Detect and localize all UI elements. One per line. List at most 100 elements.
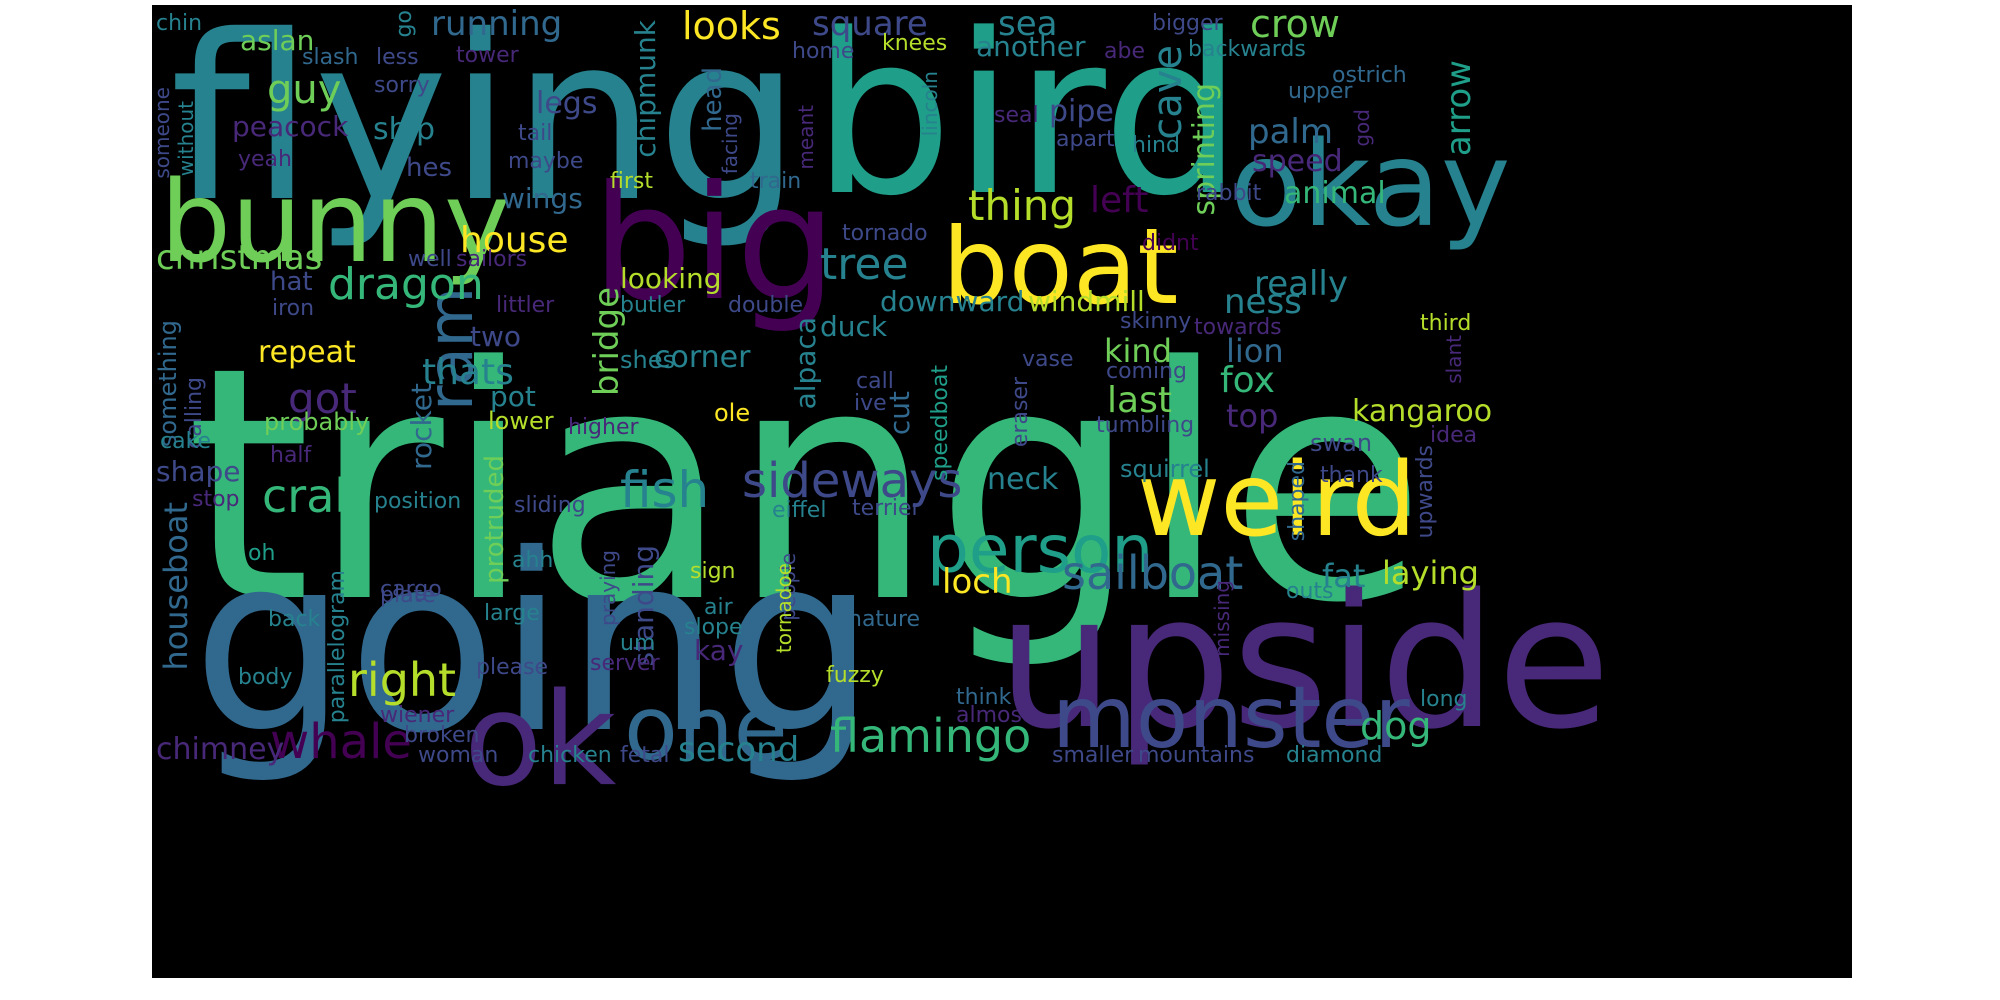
word-vase: vase [1022,347,1074,372]
word-kay: kay [694,634,744,667]
word-dragon: dragon [328,259,484,310]
word-um: um [620,631,656,656]
word-home: home [792,39,855,64]
word-repeat: repeat [258,335,356,370]
word-praying: praying [596,550,620,626]
word-smaller: smaller [1052,743,1134,768]
word-chicken: chicken [528,743,612,768]
word-bunny: bunny [160,158,511,288]
word-top: top [1226,397,1279,435]
word-sea: sea [998,5,1058,44]
word-position: position [374,489,462,514]
word-without: without [174,101,198,177]
word-terrier: terrier [852,496,921,521]
word-thats: thats [422,352,514,393]
word-cave: cave [1145,45,1191,140]
word-bird: bird [812,5,1243,245]
word-downward: downward [880,285,1025,318]
word-broken: broken [404,723,480,748]
word-fat: fat [1322,557,1366,595]
word-slope: slope [684,615,743,640]
word-monster: monster [1052,668,1410,768]
word-backwards: backwards [1188,37,1306,62]
word-slant: slant [1442,335,1466,384]
word-one: one [624,677,788,780]
word-ahh: ahh [512,548,554,573]
word-sorry: sorry [374,73,430,98]
word-almost: almost [956,703,1031,728]
word-tail: tail [518,121,553,146]
word-fuzzy: fuzzy [826,663,884,688]
word-chin: chin [156,11,203,36]
word-oh: oh [248,541,276,566]
word-left: left [1090,180,1149,221]
word-going: going [192,502,877,787]
word-flying: flying [170,5,802,252]
word-laying: laying [1382,554,1479,592]
word-butler: butler [620,293,686,318]
word-aslan: aslan [240,24,315,57]
word-another: another [976,30,1086,63]
word-shes: shes [620,346,675,374]
word-half: half [270,443,312,468]
word-upwards: upwards [1413,445,1438,539]
word-air: air [704,595,733,620]
word-person: person [927,511,1154,588]
word-crab: crab [262,469,364,523]
word-fetal: fetal [620,743,670,768]
word-dog: dog [1360,704,1432,748]
word-chipmunk: chipmunk [629,20,662,158]
word-tumbling: tumbling [1096,413,1195,438]
word-speed: speed [1252,144,1343,179]
word-sideways: sideways [742,453,963,509]
word-houseboat: houseboat [157,502,195,671]
word-got: got [288,374,357,423]
word-shaped: shaped [1285,461,1310,542]
word-well: well [408,247,452,272]
word-pot: pot [490,380,536,413]
word-fish: fish [620,461,710,519]
word-legs: legs [536,86,598,121]
word-upside: upside [997,554,1611,770]
word-train: train [750,169,802,194]
word-sailors: sailors [456,247,528,272]
word-plate: plate [380,583,436,608]
word-fox: fox [1220,360,1275,401]
word-kangaroo: kangaroo [1352,394,1493,429]
word-thank: thank [1320,463,1383,488]
word-looking: looking [620,262,722,295]
word-corner: corner [654,340,751,375]
word-bigger: bigger [1152,11,1223,36]
word-two: two [470,320,522,353]
word-upper: upper [1288,79,1353,104]
word-double: double [728,293,803,318]
word-god: god [1350,109,1374,147]
word-abe: abe [1104,39,1145,64]
word-last: last [1107,380,1172,421]
word-higher: higher [568,415,639,440]
word-house: house [460,220,569,261]
word-ole: ole [714,399,751,427]
word-arrow: arrow [1439,60,1479,157]
word-really: really [1254,264,1348,304]
word-crow: crow [1250,5,1341,46]
word-diamond: diamond [1286,743,1383,768]
word-palm: palm [1248,112,1333,152]
word-pipe: pipe [1049,94,1114,129]
word-wiener: wiener [380,703,455,728]
word-back: back [268,607,321,632]
word-guy: guy [267,67,342,113]
word-towards: towards [1194,315,1282,340]
word-whale: whale [270,714,412,770]
word-tornado: tornado [842,221,928,246]
word-ship: ship [373,112,436,147]
word-seal: seal [994,103,1039,128]
word-cargo: cargo [380,577,442,602]
word-coming: coming [1106,359,1188,384]
word-shape: shape [156,455,241,488]
word-didnt: didnt [1142,231,1199,256]
word-facing: facing [718,113,742,175]
word-ive: ive [854,391,887,416]
word-ness: ness [1224,282,1302,322]
word-hes: hes [406,153,453,183]
